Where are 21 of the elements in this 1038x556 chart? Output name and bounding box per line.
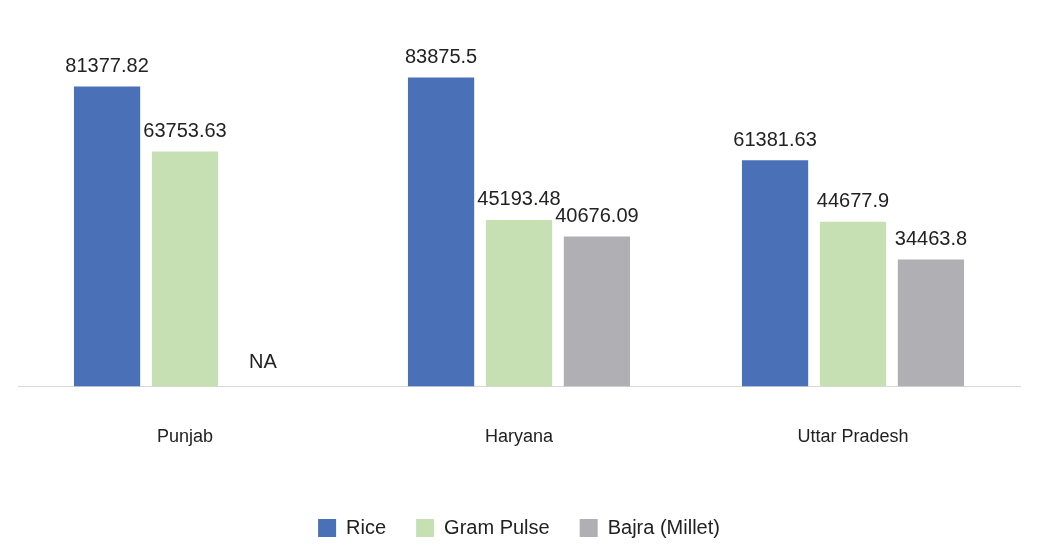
data-label: 83875.5 <box>404 44 478 67</box>
legend-label: Bajra (Millet) <box>607 515 720 538</box>
bar <box>73 86 141 387</box>
x-tick-label: Haryana <box>484 426 554 447</box>
bar <box>741 160 809 387</box>
bar <box>563 236 631 387</box>
text: NA <box>249 349 277 372</box>
bar <box>897 259 965 387</box>
data-label: 81377.82 <box>65 54 149 77</box>
legend-label: Rice <box>346 515 387 538</box>
bar <box>407 77 475 387</box>
legend-label: Gram Pulse <box>444 515 550 538</box>
x-tick-label: Punjab <box>156 426 214 447</box>
data-label: 44677.9 <box>816 189 890 212</box>
bar <box>151 151 219 387</box>
data-label: 61381.63 <box>733 127 817 150</box>
x-tick-label: Uttar Pradesh <box>797 426 909 447</box>
data-label: 63753.63 <box>143 119 227 142</box>
data-label: 34463.8 <box>894 226 968 249</box>
bar <box>819 221 887 387</box>
bar <box>485 219 553 387</box>
